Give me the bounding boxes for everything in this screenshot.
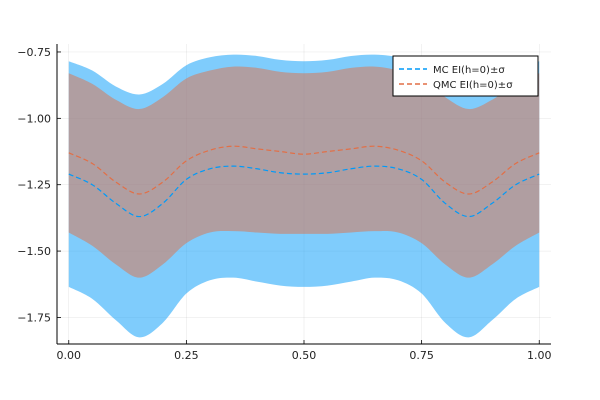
y-tick-label-3: −1.00 [17, 112, 51, 125]
legend: MC EI(h=0)±σ QMC EI(h=0)±σ [392, 55, 539, 97]
legend-box [392, 55, 539, 97]
legend-label-2: QMC EI(h=0)±σ [433, 80, 513, 91]
legend-label-1: MC EI(h=0)±σ [433, 65, 505, 76]
axes: 0.00 0.25 0.50 0.75 1.00 −1.75 −1.50 −1.25 −1.00… [17, 44, 551, 362]
band-series-2 [68, 66, 540, 278]
x-tick-label-4: 1.00 [527, 349, 552, 362]
x-tick-label-0: 0.00 [57, 349, 82, 362]
confidence-bands [68, 54, 540, 338]
x-tick-label-1: 0.25 [174, 349, 199, 362]
y-tick-label-1: −1.50 [17, 245, 51, 258]
mean-lines [68, 145, 540, 218]
y-tick-label-2: −1.25 [17, 179, 51, 192]
x-tick-label-2: 0.50 [292, 349, 317, 362]
y-tick-label-4: −0.75 [17, 46, 51, 59]
line-series-2 [68, 145, 540, 195]
x-tick-label-3: 0.75 [409, 349, 434, 362]
y-tick-label-0: −1.75 [17, 311, 51, 324]
line-series-1 [68, 165, 540, 218]
